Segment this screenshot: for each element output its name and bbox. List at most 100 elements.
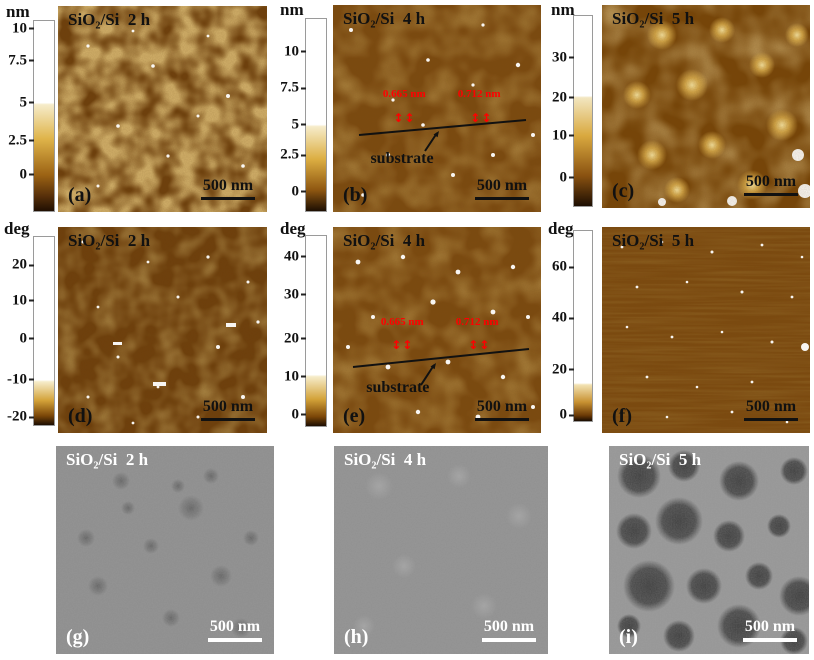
substrate-arrowhead <box>433 131 439 138</box>
colorbar-tick: 0 <box>292 183 306 200</box>
substrate-arrow <box>420 364 435 386</box>
scalebar: 500 nm <box>744 398 798 421</box>
step-height-left-label: 0.665 nm <box>382 87 426 100</box>
colorbar-unit-c: nm <box>551 0 575 19</box>
colorbar-unit-f: deg <box>548 219 574 238</box>
colorbar-tick: 0 <box>292 406 306 423</box>
colorbar-d: 20 10 0 -10 -20 <box>7 236 55 426</box>
scalebar: 500 nm <box>475 398 529 421</box>
scalebar: 500 nm <box>201 398 255 421</box>
afm-texture-a <box>58 6 267 212</box>
colorbar-e: 40 30 20 10 0 <box>284 235 327 427</box>
scalebar: 500 nm <box>475 177 529 200</box>
colorbar-tick: -10 <box>7 371 34 388</box>
substrate-label: substrate <box>366 379 430 397</box>
afm-height-image-2h: SiO₂/Si 2 h (a) 500 nm <box>58 6 267 212</box>
scalebar-line <box>201 197 255 200</box>
step-height-left-label: 0.665 nm <box>380 315 424 328</box>
panel-letter: (d) <box>68 405 93 427</box>
colorbar-a: 10 7.5 5 2.5 0 <box>8 20 55 212</box>
panel-title: SiO₂/Si 2 h <box>66 450 149 469</box>
sem-image-5h: SiO₂/Si 5 h (i) 500 nm <box>609 446 809 654</box>
afm-texture-e <box>333 227 541 433</box>
afm-height-image-5h: SiO₂/Si 5 h (c) 500 nm <box>602 5 810 208</box>
colorbar-tick: 0 <box>560 407 574 424</box>
step-marker-right: ↕↕ <box>470 110 493 125</box>
panel-letter: (g) <box>66 626 90 648</box>
step-profile-line <box>352 348 530 368</box>
afm-texture-d <box>58 227 267 433</box>
panel-letter: (f) <box>612 405 632 427</box>
colorbar-tick: 0 <box>560 169 574 186</box>
panel-title: SiO₂/Si 4 h <box>343 231 426 250</box>
colorbar-tick: 20 <box>552 89 574 106</box>
panel-letter: (e) <box>343 405 366 427</box>
scalebar-label: 500 nm <box>745 398 797 415</box>
colorbar-tick: 2.5 <box>8 132 34 149</box>
panel-letter: (h) <box>344 626 369 648</box>
scalebar-label: 500 nm <box>745 173 797 190</box>
step-annotation-overlay-b <box>358 119 527 152</box>
scalebar-line <box>208 638 262 642</box>
colorbar-tick: 40 <box>552 310 574 327</box>
sem-texture-h <box>334 446 548 654</box>
sem-image-4h: SiO₂/Si 4 h (h) 500 nm <box>334 446 548 654</box>
scalebar: 500 nm <box>482 618 536 642</box>
substrate-arrow <box>424 132 438 152</box>
panel-title: SiO₂/Si 4 h <box>344 450 427 469</box>
panel-letter: (a) <box>68 184 92 206</box>
colorbar-tick: 30 <box>284 286 306 303</box>
panel-title: SiO₂/Si 2 h <box>68 231 151 250</box>
scalebar-label: 500 nm <box>209 618 261 635</box>
afm-phase-image-2h: SiO₂/Si 2 h (d) 500 nm <box>58 227 267 433</box>
step-marker-left: ↕↕ <box>393 110 416 125</box>
afm-phase-image-5h: SiO₂/Si 5 h (f) 500 nm <box>602 227 810 433</box>
step-annotation-overlay-e <box>352 348 530 386</box>
scalebar: 500 nm <box>744 173 798 196</box>
colorbar-tick: 40 <box>284 248 306 265</box>
scalebar: 500 nm <box>208 618 262 642</box>
panel-title: SiO₂/Si 5 h <box>612 231 695 250</box>
colorbar-tick: 5 <box>292 116 306 133</box>
scalebar-line <box>744 418 798 421</box>
panel-title: SiO₂/Si 5 h <box>612 9 695 28</box>
scalebar: 500 nm <box>201 177 255 200</box>
colorbar-tick: 20 <box>12 257 34 274</box>
panel-title: SiO₂/Si 2 h <box>68 10 151 29</box>
colorbar-unit-d: deg <box>4 219 30 238</box>
scalebar-line <box>475 418 529 421</box>
panel-title: SiO₂/Si 5 h <box>619 450 702 469</box>
step-height-right-label: 0.712 nm <box>457 87 501 100</box>
scalebar-line <box>482 638 536 642</box>
scalebar-label: 500 nm <box>202 177 254 194</box>
colorbar-tick: 0 <box>20 166 34 183</box>
scalebar: 500 nm <box>743 618 797 642</box>
scalebar-line <box>475 197 529 200</box>
step-profile-line <box>358 119 527 136</box>
panel-title: SiO₂/Si 4 h <box>343 9 426 28</box>
afm-height-image-4h: SiO₂/Si 4 h 0.665 nm 0.712 nm ↕↕ ↕↕ subs… <box>333 5 541 212</box>
colorbar-f: 60 40 20 0 <box>552 230 593 423</box>
colorbar-tick: 7.5 <box>8 52 34 69</box>
scalebar-line <box>201 418 255 421</box>
afm-texture-c <box>602 5 810 208</box>
step-marker-left: ↕↕ <box>391 338 414 353</box>
scalebar-line <box>743 638 797 642</box>
colorbar-tick: 20 <box>552 361 574 378</box>
scalebar-label: 500 nm <box>744 618 796 635</box>
afm-phase-image-4h: SiO₂/Si 4 h 0.665 nm 0.712 nm ↕↕ ↕↕ subs… <box>333 227 541 433</box>
colorbar-tick: 10 <box>552 127 574 144</box>
colorbar-tick: 0 <box>20 330 34 347</box>
colorbar-tick: 20 <box>284 330 306 347</box>
step-marker-right: ↕↕ <box>468 338 491 353</box>
afm-texture-b <box>333 5 541 212</box>
scalebar-label: 500 nm <box>483 618 535 635</box>
panel-letter: (i) <box>619 626 638 648</box>
colorbar-tick: -20 <box>7 409 34 426</box>
scalebar-label: 500 nm <box>476 398 528 415</box>
scalebar-line <box>744 193 798 196</box>
colorbar-tick: 10 <box>284 43 306 60</box>
afm-texture-f <box>602 227 810 433</box>
scalebar-label: 500 nm <box>476 177 528 194</box>
